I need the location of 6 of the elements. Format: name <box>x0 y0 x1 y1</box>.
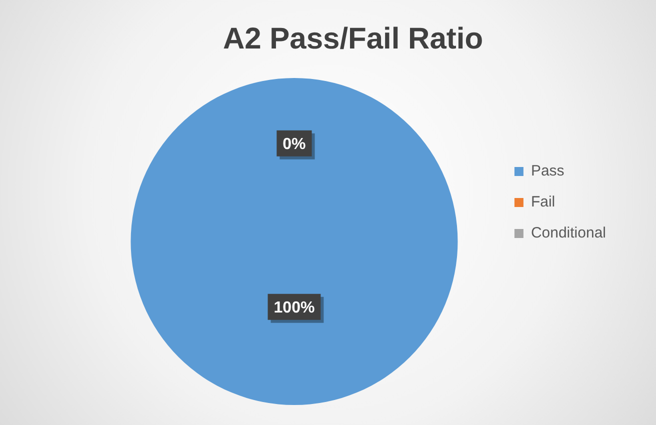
data-label: 100% <box>274 299 315 316</box>
legend-label: Fail <box>530 194 556 211</box>
chart-title: A2 Pass/Fail Ratio <box>222 22 484 56</box>
legend-label: Pass <box>530 162 564 180</box>
text: 0% <box>282 136 306 153</box>
legend-label: Conditional <box>530 224 606 242</box>
